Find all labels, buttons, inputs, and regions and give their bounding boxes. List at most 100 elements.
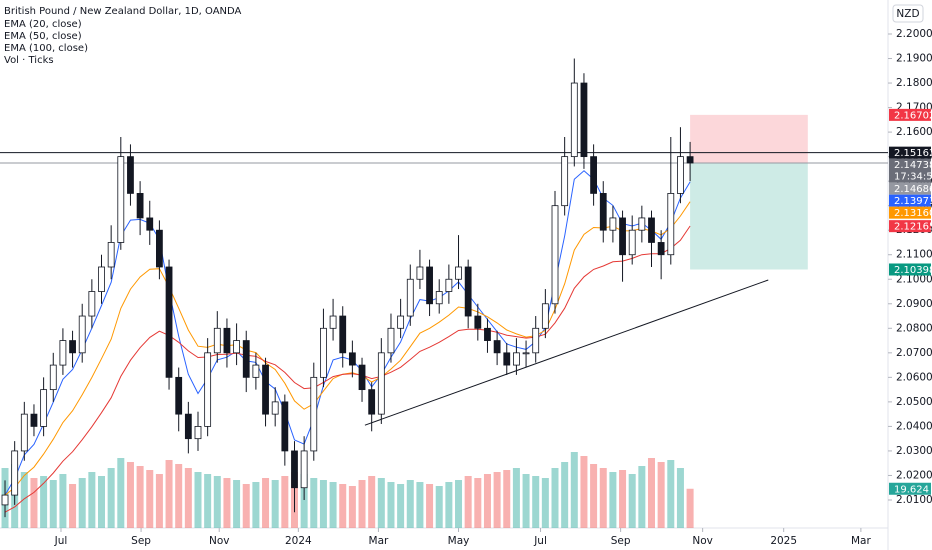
volume-bar [117,458,125,528]
candle-body [127,156,134,194]
x-tick-label: Nov [692,535,713,547]
volume-bar [377,478,385,528]
x-tick-label: Mar [851,535,871,547]
y-tick-label: 2.02000 [896,469,932,481]
volume-bar [638,466,646,528]
price-badge [889,206,931,219]
candle-body [397,315,405,329]
volume-bar [233,480,241,528]
y-tick-label: 2.16000 [896,126,932,138]
volume-bar [426,484,434,528]
candle-body [503,352,511,366]
candle-body [291,450,298,489]
candle-body [677,156,684,194]
candle-body [329,315,337,329]
volume-bar [455,480,463,528]
candle-body [69,340,76,354]
volume-bar [619,470,627,528]
volume-bar [175,464,183,528]
x-tick-label: May [448,535,470,547]
candle-body [320,327,327,378]
price-badge-label: 2.16702 [894,110,932,121]
volume-bar [126,462,134,528]
candle-body [628,229,636,256]
volume-bar [49,480,57,528]
candle-body [667,193,675,256]
volume-bar [165,460,173,528]
volume-badge-label: 19.624 K [894,484,932,495]
volume-bar [609,472,617,528]
y-tick-label: 2.05000 [896,396,932,408]
currency-button[interactable] [892,4,924,23]
price-badge-label: 2.15162 [894,148,932,159]
volume-bar [262,478,270,528]
price-badge [889,194,931,207]
indicator-label: EMA (50, close) [4,31,82,42]
y-tick-label: 2.01000 [896,494,932,506]
ema-line [4,170,691,496]
candle-body [435,291,443,305]
volume-bar [522,474,530,528]
volume-bar [155,474,163,528]
candle-body [146,217,154,231]
volume-bar [464,476,472,528]
candle-body [175,376,183,415]
candle-body [619,217,626,256]
indicator-label: EMA (100, close) [4,43,88,54]
volume-bar [339,484,347,528]
candle-body [310,376,318,452]
indicator-label: EMA (20, close) [4,19,82,30]
volume-bar [657,462,665,528]
candle-body [262,364,269,415]
x-tick-label: Nov [209,535,230,547]
candle-body [541,303,549,329]
candle-body [493,340,501,354]
volume-bar [358,480,366,528]
price-badge [889,108,931,121]
y-tick-label: 2.08000 [896,322,932,334]
candle-body [20,413,28,452]
candle-body [11,450,19,496]
volume-bar [387,482,395,528]
candle-body [204,352,212,427]
volume-bar [628,474,636,528]
volume-bar [204,474,212,528]
volume-bar [348,486,356,528]
ema-line [4,201,691,496]
candle-body [1,494,9,506]
price-badge-label: 2.12165 [894,222,932,233]
volume-bar [319,480,327,528]
ema-line [4,225,691,513]
candle-body [213,327,221,354]
price-badge-label: 2.13160 [894,208,932,219]
candle-body [455,266,462,280]
y-tick-label: 2.20000 [896,28,932,40]
x-tick-label: 2024 [285,535,312,547]
candle-body [165,266,173,378]
candle-body [484,327,491,341]
volume-bar [281,476,289,528]
volume-bar [194,472,202,528]
candle-body [561,156,569,207]
x-tick-label: 2025 [770,535,797,547]
candle-body [686,156,694,164]
volume-bar [59,474,67,528]
candle-body [590,156,598,194]
countdown: 17:34:56 [894,172,932,183]
y-tick-label: 2.06000 [896,371,932,383]
candle-body [300,450,308,489]
price-badge-label: 2.14686 [894,184,932,195]
candle-body [136,193,144,219]
volume-bar [223,478,231,528]
candle-body [242,340,250,378]
volume-bar [686,488,694,528]
currency[interactable]: NZD [896,8,919,20]
candle-body [281,401,289,452]
y-tick-label: 2.07000 [896,347,932,359]
candle-body [474,315,482,329]
candle-body [233,340,240,354]
volume-bar [667,460,675,528]
candle-body [252,364,260,378]
candle-body [513,352,520,366]
